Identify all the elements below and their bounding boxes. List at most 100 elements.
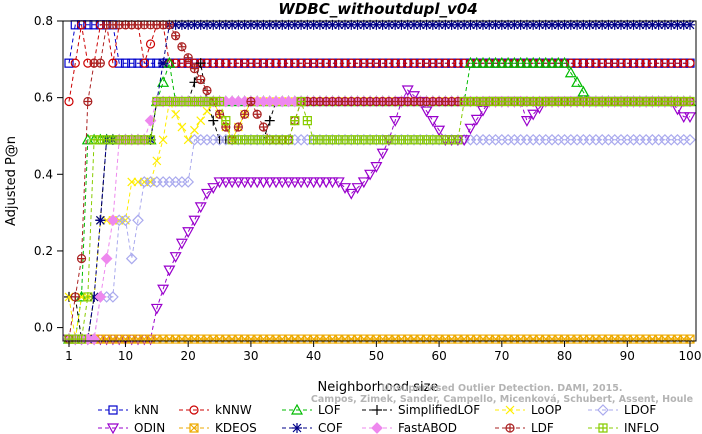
point-cof [189, 19, 200, 30]
legend-item-ldf: LDF [495, 421, 554, 434]
point-cof [647, 19, 658, 30]
point-knnw [654, 58, 664, 68]
legend-item-kdeos: KDEOS [179, 421, 257, 434]
point-cof [327, 19, 338, 30]
point-odin [194, 202, 207, 214]
point-odin [338, 183, 352, 194]
point-lof [514, 56, 527, 68]
point-cof [365, 19, 376, 30]
point-lof [483, 56, 496, 68]
point-odin [677, 112, 690, 124]
point-lof [558, 56, 571, 68]
point-cof [446, 19, 457, 30]
point-knnw [340, 58, 350, 68]
point-inflo [453, 135, 463, 145]
point-odin [683, 112, 697, 124]
point-knnw [597, 58, 607, 68]
legend-swatch-knnw [189, 405, 199, 415]
point-lof [552, 56, 565, 68]
legend-swatch-cof [292, 423, 302, 433]
point-cof [609, 19, 620, 30]
point-cof [452, 19, 463, 30]
point-knnw [434, 58, 444, 68]
point-knnw [641, 58, 651, 68]
point-cof [572, 19, 583, 30]
point-odin [351, 183, 364, 194]
x-tick-label: 70 [494, 349, 509, 363]
point-cof [358, 19, 369, 30]
point-cof [565, 19, 576, 30]
point-cof [89, 291, 100, 302]
point-cof [409, 19, 419, 30]
point-cof [685, 19, 695, 30]
point-lof [508, 56, 521, 68]
point-knnw [246, 58, 256, 68]
point-knnw [208, 58, 218, 68]
point-cof [208, 19, 219, 30]
point-knnw [384, 58, 394, 68]
point-knnw [403, 58, 413, 68]
point-odin [332, 177, 345, 189]
point-odin [433, 125, 446, 137]
point-simplifiedlof [195, 58, 206, 69]
point-cof [302, 19, 313, 30]
point-knnw [302, 58, 312, 68]
point-cof [314, 19, 325, 30]
legend-item-lof: LOF [282, 403, 341, 417]
point-knnw [221, 58, 231, 68]
point-knnw [296, 58, 306, 68]
point-knnw [108, 58, 118, 68]
point-cof [459, 19, 470, 30]
point-cof [434, 19, 445, 30]
legend-swatch-lof [290, 403, 304, 415]
point-knnw [365, 58, 375, 68]
point-cof [540, 19, 551, 30]
series-inflo [64, 96, 695, 344]
y-tick-label: 0.4 [34, 167, 53, 181]
point-cof [377, 19, 388, 30]
point-cof [490, 19, 501, 30]
point-cof [402, 19, 413, 30]
legend-label: KDEOS [215, 421, 257, 434]
point-cof [415, 19, 426, 30]
point-inflo [83, 292, 93, 302]
point-cof [471, 19, 482, 30]
point-odin [182, 227, 195, 239]
point-cof [553, 19, 564, 30]
point-cof [666, 19, 677, 30]
point-knn [127, 58, 137, 68]
point-loop [127, 177, 137, 187]
point-knnw [271, 58, 281, 68]
point-knnw [421, 58, 432, 68]
point-cof [578, 19, 589, 30]
y-tick-label: 0.2 [34, 244, 53, 258]
point-ldf [70, 292, 80, 302]
point-odin [244, 177, 257, 189]
point-odin [370, 162, 383, 173]
point-lof [495, 56, 508, 68]
point-cof [283, 19, 294, 30]
point-cof [195, 19, 206, 30]
point-odin [527, 109, 540, 121]
point-ldf [164, 20, 174, 30]
series-kdeos [64, 334, 695, 344]
point-lof [564, 66, 577, 78]
point-ldof [182, 176, 195, 188]
point-knnw [622, 58, 632, 68]
legend-label: LOF [318, 403, 341, 417]
point-odin [232, 177, 245, 189]
point-odin [301, 177, 314, 189]
point-cof [641, 19, 652, 30]
x-tick-label: 20 [181, 349, 196, 363]
legend-item-loop: LoOP [495, 403, 562, 417]
point-cof [634, 19, 645, 30]
point-loop [190, 125, 199, 135]
point-inflo [296, 96, 306, 107]
x-axis-label: Neighborhood size [318, 380, 439, 395]
point-odin [320, 177, 333, 189]
point-knnw [447, 58, 457, 68]
point-loop [158, 135, 168, 145]
point-knnw [240, 58, 250, 68]
legend-item-inflo: INFLO [588, 421, 659, 434]
point-knnw [290, 58, 300, 68]
